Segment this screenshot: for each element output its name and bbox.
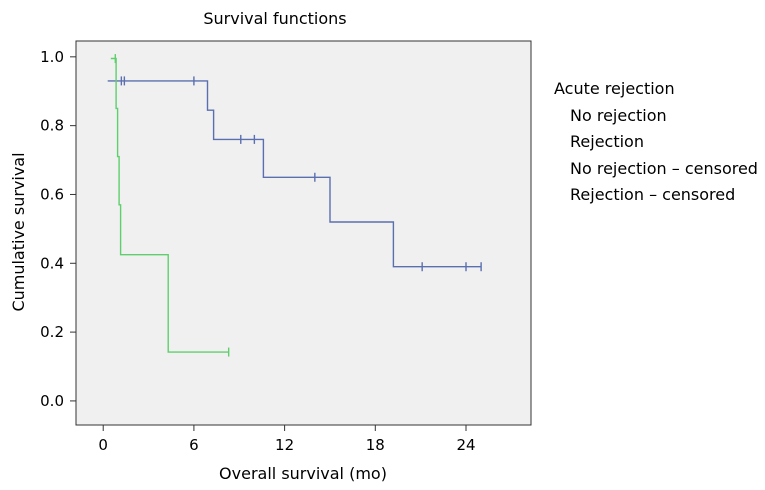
x-tick-label: 18: [366, 436, 385, 454]
plot-area: [75, 40, 532, 426]
y-axis: 0.0 0.2 0.4 0.6 0.8 1.0: [40, 48, 76, 410]
legend-title: Acute rejection: [554, 79, 675, 98]
legend-entry-no-rejection: No rejection: [570, 105, 667, 125]
legend-entry-rejection: Rejection: [570, 132, 644, 151]
y-tick-label: 0.6: [40, 185, 64, 203]
legend: Acute rejection No rejection Rejection N…: [554, 76, 758, 209]
y-tick-label: 0.8: [40, 117, 64, 135]
x-tick-label: 24: [456, 436, 475, 454]
series-layer: [107, 54, 482, 357]
y-tick-label: 0.0: [40, 392, 64, 410]
series-line-rejection: [110, 57, 229, 353]
x-tick-label: 12: [275, 436, 294, 454]
y-tick-label: 0.2: [40, 323, 64, 341]
x-tick-label: 6: [189, 436, 199, 454]
x-axis: 0 6 12 18 24: [98, 425, 476, 454]
y-axis-label: Cumulative survival: [9, 152, 28, 311]
y-tick-label: 0.4: [40, 254, 64, 272]
chart-title: Survival functions: [203, 9, 346, 28]
legend-entry-rejection-censored: Rejection – censored: [570, 185, 736, 204]
x-tick-label: 0: [98, 436, 108, 454]
y-tick-label: 1.0: [40, 48, 64, 66]
legend-entry-no-rejection-censored: No rejection – censored: [570, 158, 758, 178]
x-axis-label: Overall survival (mo): [219, 464, 387, 483]
series-line-no-rejection: [107, 80, 482, 268]
